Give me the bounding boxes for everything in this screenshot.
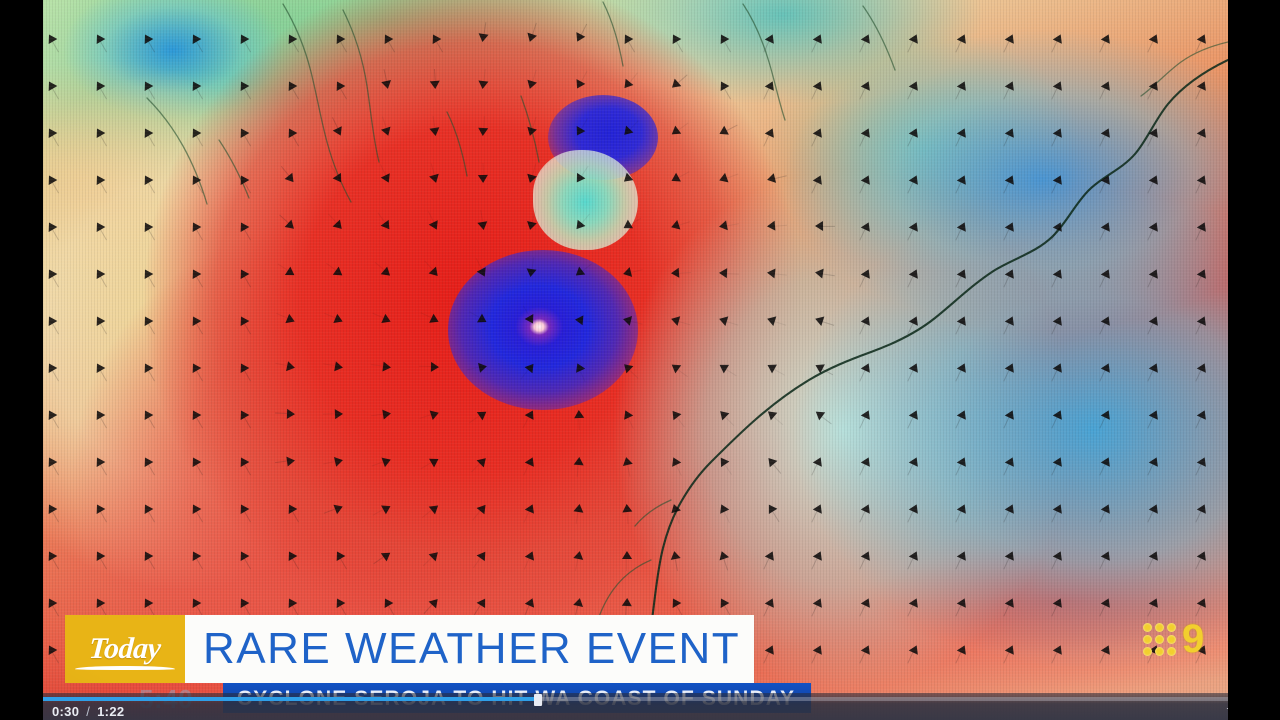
headline-banner: RARE WEATHER EVENT xyxy=(185,615,755,683)
current-time-label: 0:30 xyxy=(52,704,80,719)
pillarbox-right xyxy=(1228,0,1280,720)
headline-text: RARE WEATHER EVENT xyxy=(203,624,741,673)
logo-dot xyxy=(1143,622,1152,632)
logo-dot xyxy=(1155,634,1164,644)
video-frame[interactable]: 9 5:40 Today RARE WEATHER EVENT CYCLONE … xyxy=(43,0,1228,720)
nine-network-logo: 9 xyxy=(1143,617,1204,661)
logo-dot xyxy=(1155,622,1164,632)
video-time-readout: 0:30 / 1:22 xyxy=(52,704,124,719)
video-progress-fill xyxy=(0,697,538,701)
video-player-controls[interactable]: 0:30 / 1:22 xyxy=(0,693,1280,720)
logo-dot xyxy=(1167,646,1176,656)
duration-label: 1:22 xyxy=(97,704,125,719)
nine-numeral-icon: 9 xyxy=(1182,617,1204,661)
logo-dot xyxy=(1143,634,1152,644)
logo-dot xyxy=(1167,634,1176,644)
today-logo-text: Today xyxy=(88,632,162,665)
weather-map-canvas xyxy=(43,0,1228,720)
time-separator: / xyxy=(86,704,91,719)
pillarbox-left xyxy=(0,0,43,720)
logo-dot xyxy=(1155,646,1164,656)
today-logo-underline xyxy=(75,666,175,670)
logo-dot xyxy=(1143,646,1152,656)
logo-dot xyxy=(1167,622,1176,632)
headline-row: Today RARE WEATHER EVENT xyxy=(65,615,811,683)
video-progress-handle[interactable] xyxy=(534,694,542,706)
today-program-logo: Today xyxy=(65,615,185,683)
video-progress-bar[interactable] xyxy=(0,694,1280,706)
nine-dot-grid-icon xyxy=(1143,622,1176,656)
